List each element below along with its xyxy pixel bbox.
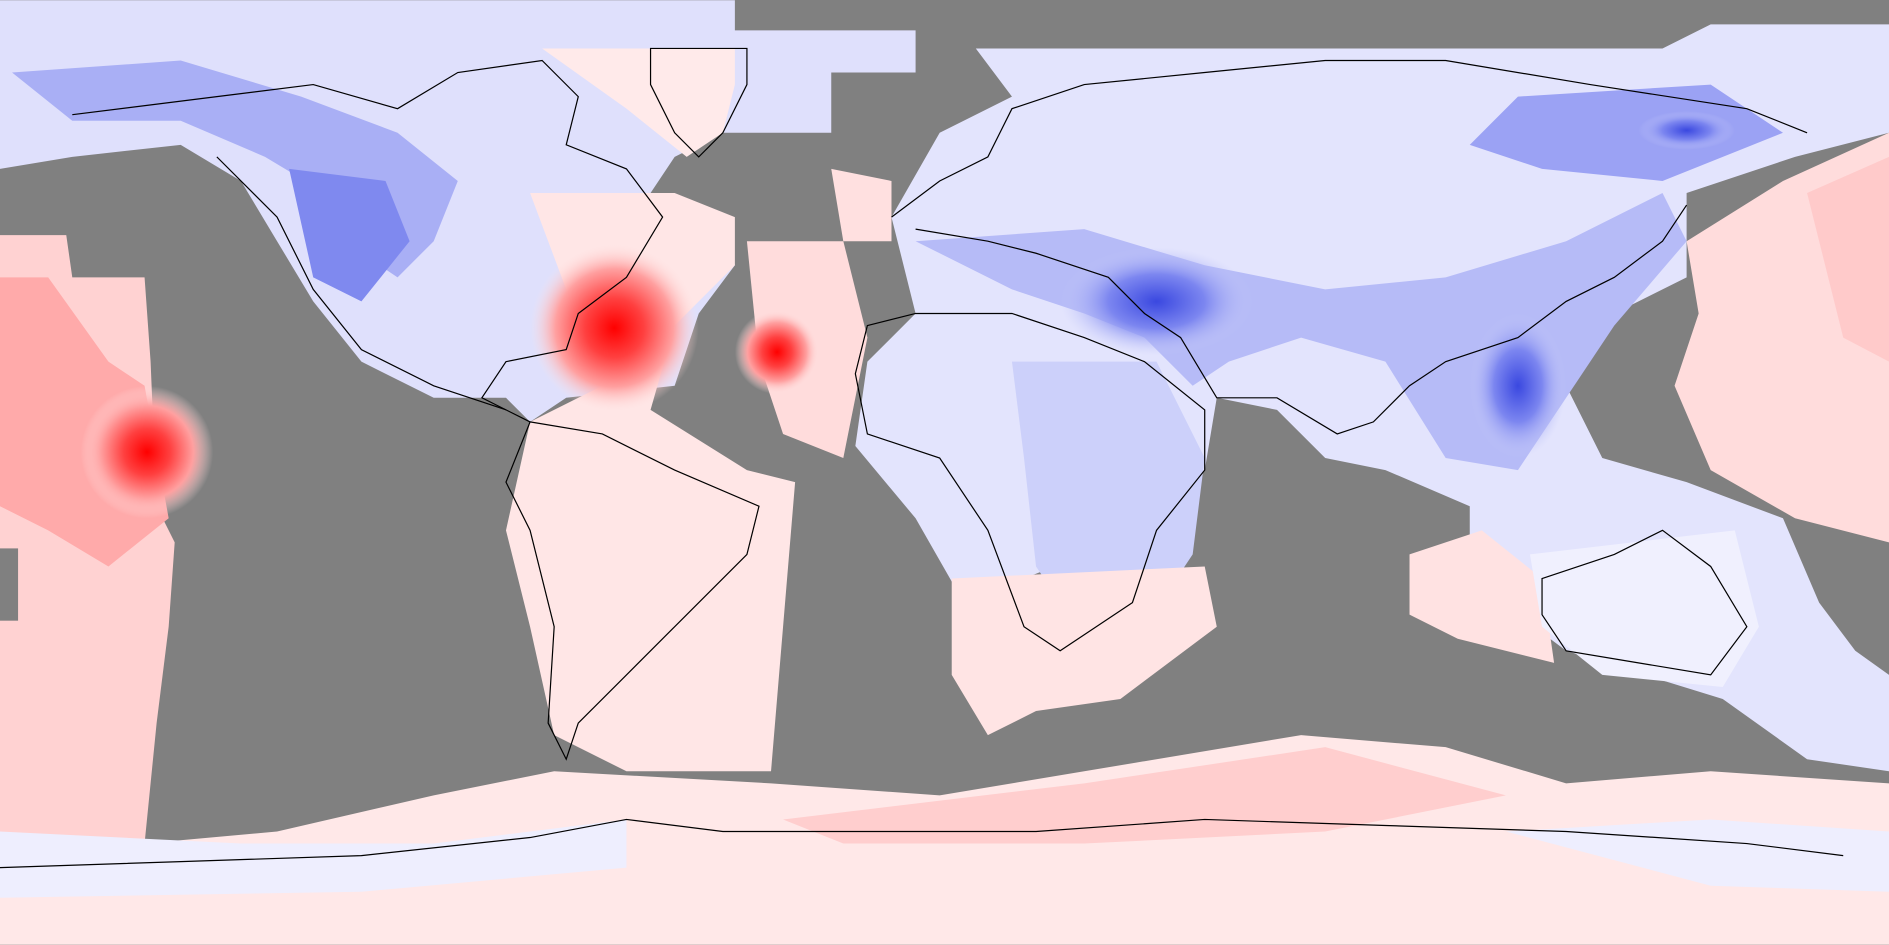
warm-zone bbox=[951, 566, 1217, 736]
warm-zone bbox=[1807, 156, 1889, 362]
australia-region bbox=[1529, 530, 1759, 687]
no-data-patch bbox=[0, 548, 19, 621]
coastline bbox=[649, 47, 748, 158]
warm-zone bbox=[1409, 530, 1555, 663]
warm-zone bbox=[783, 747, 1506, 844]
cold-zone bbox=[1469, 84, 1783, 181]
coastline bbox=[891, 59, 1808, 218]
cold-anomaly bbox=[1060, 247, 1253, 356]
coastline bbox=[854, 312, 1206, 652]
coastline bbox=[1541, 529, 1748, 676]
warm-anomaly bbox=[80, 385, 214, 519]
coastline bbox=[505, 421, 760, 761]
cool-zone bbox=[0, 819, 627, 898]
warm-anomaly bbox=[530, 243, 699, 413]
coastline bbox=[915, 204, 1688, 435]
warm-zone bbox=[831, 168, 892, 242]
cold-anomaly bbox=[1638, 111, 1735, 150]
coastline bbox=[0, 818, 1844, 869]
greenland-region bbox=[542, 48, 735, 157]
coastline bbox=[216, 156, 507, 411]
coastline bbox=[72, 59, 664, 423]
cold-anomaly bbox=[1469, 313, 1567, 459]
cool-zone bbox=[1505, 819, 1889, 892]
coastlines bbox=[0, 47, 1844, 869]
warm-anomaly bbox=[734, 309, 820, 395]
atlantic-region bbox=[505, 193, 796, 772]
cold-zone bbox=[289, 168, 410, 302]
